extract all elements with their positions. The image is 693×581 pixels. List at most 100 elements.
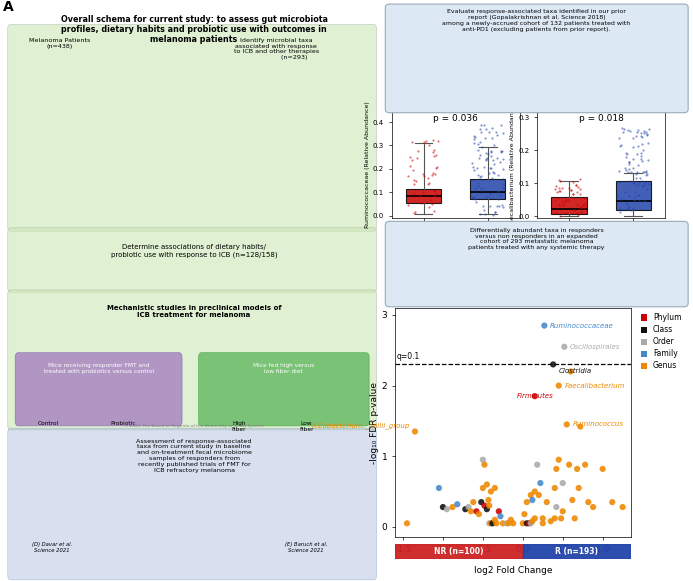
Point [471, 197, 482, 206]
Point [568, 178, 579, 187]
Point [474, 153, 485, 163]
Point [632, 167, 643, 176]
Point [473, 145, 484, 155]
Point [614, 205, 625, 214]
Text: B: B [387, 9, 397, 23]
Point [632, 180, 643, 189]
Point [472, 181, 483, 191]
Point [550, 185, 561, 194]
Point [637, 156, 648, 166]
Point [637, 182, 648, 191]
Text: X.Eubacterium._hallii_group: X.Eubacterium._hallii_group [311, 422, 410, 429]
Point [408, 209, 419, 218]
Point [579, 460, 590, 469]
Point [475, 497, 486, 507]
Point [563, 195, 574, 205]
Point [428, 151, 439, 160]
Point [624, 202, 635, 211]
Point [428, 135, 439, 145]
Point [629, 188, 640, 197]
Point [423, 180, 434, 189]
Point [642, 155, 653, 164]
Point [486, 123, 498, 132]
Point [427, 170, 438, 180]
Point [557, 184, 568, 193]
Point [466, 175, 477, 184]
Point [572, 201, 583, 210]
Point [573, 210, 584, 220]
Point [637, 177, 648, 186]
Point [628, 155, 639, 164]
Text: Identify microbial taxa
associated with response
to ICB and other therapies
    : Identify microbial taxa associated with … [234, 38, 319, 60]
Point [629, 192, 640, 202]
Point [550, 514, 561, 523]
Point [567, 189, 578, 199]
Point [468, 497, 479, 507]
Point [624, 164, 635, 174]
Point [621, 165, 632, 174]
Text: Firmicutes: Firmicutes [516, 393, 553, 399]
Point [622, 125, 633, 134]
Point [561, 195, 572, 205]
Point [614, 133, 625, 142]
Point [521, 497, 532, 507]
Point [497, 155, 508, 164]
Point [572, 464, 583, 474]
Point [628, 163, 639, 173]
Y-axis label: Ruminococcaceae (Relative Abundance): Ruminococcaceae (Relative Abundance) [365, 101, 370, 228]
Point [642, 130, 653, 139]
Point [428, 187, 439, 196]
Point [638, 126, 649, 135]
Text: Assessment of response-associated
taxa from current study in baseline
and on-tre: Assessment of response-associated taxa f… [137, 439, 252, 473]
Point [588, 503, 599, 512]
Point [552, 188, 563, 197]
Point [573, 182, 584, 192]
Point [619, 187, 630, 196]
Text: (D) Davar et al.
Science 2021: (D) Davar et al. Science 2021 [32, 542, 72, 553]
PathPatch shape [615, 181, 651, 210]
Point [554, 211, 565, 221]
Point [533, 490, 544, 500]
Text: NR (n=100): NR (n=100) [434, 547, 484, 556]
Point [429, 191, 440, 200]
Point [437, 503, 448, 512]
Point [419, 171, 430, 181]
Point [636, 128, 647, 138]
Point [479, 460, 490, 469]
Point [634, 178, 645, 188]
Point [535, 478, 546, 487]
Text: Low
Fiber: Low Fiber [299, 421, 313, 432]
Point [553, 455, 564, 464]
Point [468, 193, 479, 203]
Point [484, 168, 495, 178]
Point [441, 504, 453, 514]
Point [495, 120, 507, 129]
Point [423, 202, 435, 211]
Point [636, 132, 647, 142]
Point [545, 517, 556, 526]
Point [409, 175, 420, 185]
Point [489, 483, 500, 493]
FancyBboxPatch shape [8, 228, 377, 292]
Point [417, 188, 428, 197]
Point [539, 321, 550, 330]
Point [484, 519, 495, 528]
Point [529, 514, 541, 523]
Point [416, 199, 427, 208]
Point [475, 127, 486, 137]
Point [471, 507, 482, 516]
Text: Melanoma Patients
(n=438): Melanoma Patients (n=438) [28, 38, 90, 49]
Point [407, 165, 419, 174]
Point [553, 175, 564, 185]
Point [643, 125, 654, 134]
Point [423, 174, 434, 183]
Point [623, 192, 634, 201]
Text: Differentially abundant taxa in responders
versus non responders in an expanded
: Differentially abundant taxa in responde… [468, 228, 604, 250]
Point [428, 145, 439, 155]
Point [615, 208, 626, 217]
Point [497, 174, 508, 184]
Point [477, 455, 489, 464]
Text: High
Fiber: High Fiber [231, 421, 246, 432]
Text: C: C [387, 222, 397, 236]
Point [495, 512, 506, 521]
